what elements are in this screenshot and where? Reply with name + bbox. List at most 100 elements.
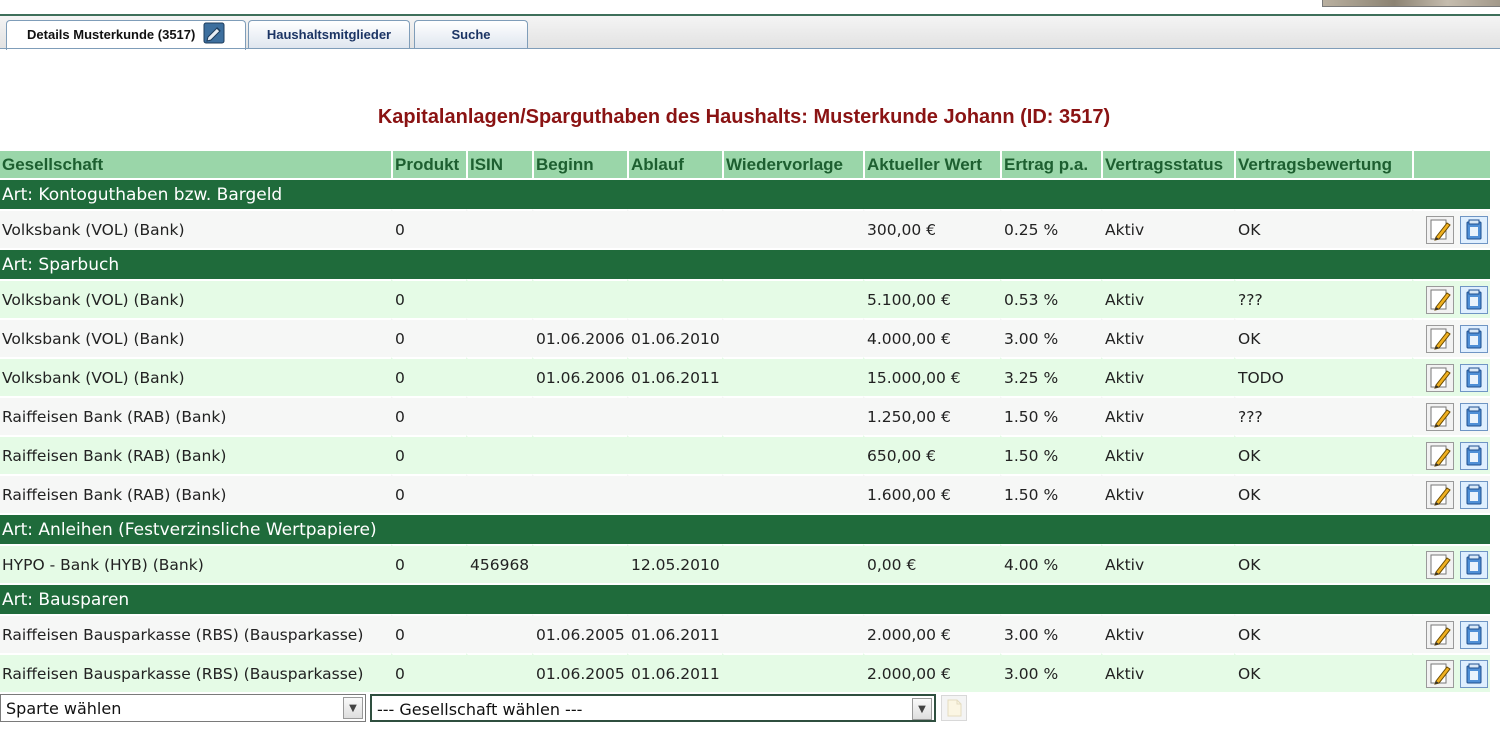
chevron-down-icon[interactable]: ▼ (343, 697, 363, 719)
ertrag-cell: 3.25 % (1000, 357, 1101, 396)
tab-suche[interactable]: Suche (414, 20, 528, 48)
tab-bar-border (0, 48, 1500, 49)
ablauf-cell (627, 279, 722, 318)
table-body: Art: Kontoguthaben bzw. Bargeld Volksbank… (0, 178, 1490, 692)
chevron-down-icon[interactable]: ▼ (912, 698, 932, 720)
document-button[interactable] (1460, 285, 1488, 314)
edit-button[interactable] (1426, 285, 1454, 314)
column-header: Vertragsstatus (1101, 151, 1234, 178)
beginn-cell (532, 474, 627, 513)
tab-details[interactable]: Details Musterkunde (3517) (6, 20, 246, 50)
page-title: Kapitalanlagen/Sparguthaben des Haushalt… (377, 106, 1111, 128)
gesellschaft-select[interactable]: --- Gesellschaft wählen --- ▼ (370, 694, 936, 722)
produkt-cell: 0 (391, 209, 466, 248)
wert-cell: 2.000,00 € (863, 653, 1000, 692)
table-row[interactable]: Volksbank (VOL) (Bank) 0 01.06.2006 01.06.2… (0, 318, 1490, 357)
column-header: Ablauf (627, 151, 722, 178)
document-button[interactable] (1460, 550, 1488, 579)
table-row[interactable]: HYPO - Bank (HYB) (Bank) 0 456968 12.05.201… (0, 544, 1490, 583)
bewertung-cell: OK (1234, 653, 1412, 692)
document-button[interactable] (1460, 363, 1488, 392)
ertrag-cell: 1.50 % (1000, 474, 1101, 513)
document-icon (1466, 484, 1482, 504)
gesellschaft-cell: Raiffeisen Bank (RAB) (Bank) (0, 474, 391, 513)
beginn-cell (532, 396, 627, 435)
table-row[interactable]: Raiffeisen Bank (RAB) (Bank) 0 650,00 €1.5… (0, 435, 1490, 474)
edit-button[interactable] (1426, 550, 1454, 579)
status-cell: Aktiv (1101, 614, 1234, 653)
wiedervorlage-cell (722, 209, 863, 248)
table-row[interactable]: Volksbank (VOL) (Bank) 0 5.100,00 €0.53 % A… (0, 279, 1490, 318)
wiedervorlage-cell (722, 653, 863, 692)
produkt-cell: 0 (391, 318, 466, 357)
column-header-actions (1412, 151, 1490, 178)
edit-button[interactable] (1426, 402, 1454, 431)
status-cell: Aktiv (1101, 279, 1234, 318)
gesellschaft-cell: Raiffeisen Bank (RAB) (Bank) (0, 396, 391, 435)
table-row[interactable]: Raiffeisen Bausparkasse (RBS) (Bausparka… (0, 614, 1490, 653)
document-button[interactable] (1460, 324, 1488, 353)
edit-button[interactable] (1426, 215, 1454, 244)
top-divider (0, 14, 1500, 16)
edit-pencil-icon (1430, 663, 1451, 685)
sparte-select-value: Sparte wählen (6, 699, 122, 718)
produkt-cell: 0 (391, 396, 466, 435)
status-cell: Aktiv (1101, 544, 1234, 583)
tab-haushaltsmitglieder[interactable]: Haushaltsmitglieder (248, 20, 410, 48)
edit-button[interactable] (1426, 441, 1454, 470)
actions-cell (1412, 435, 1490, 474)
document-icon (1466, 663, 1482, 683)
group-row: Art: Sparbuch (0, 248, 1490, 279)
document-button[interactable] (1460, 620, 1488, 649)
wiedervorlage-cell (722, 435, 863, 474)
document-icon (1466, 367, 1482, 387)
table-row[interactable]: Raiffeisen Bank (RAB) (Bank) 0 1.250,00 €1… (0, 396, 1490, 435)
beginn-cell: 01.06.2005 (532, 614, 627, 653)
column-header: ISIN (466, 151, 532, 178)
document-button[interactable] (1460, 659, 1488, 688)
gesellschaft-cell: Raiffeisen Bank (RAB) (Bank) (0, 435, 391, 474)
table-row[interactable]: Volksbank (VOL) (Bank) 0 300,00 €0.25 % Akt… (0, 209, 1490, 248)
column-header: Ertrag p.a. (1000, 151, 1101, 178)
isin-cell (466, 396, 532, 435)
document-icon (1466, 554, 1482, 574)
ertrag-cell: 1.50 % (1000, 435, 1101, 474)
edit-pencil-icon (1430, 367, 1451, 389)
edit-button[interactable] (1426, 480, 1454, 509)
edit-button[interactable] (1426, 659, 1454, 688)
edit-pencil-icon (1430, 219, 1451, 241)
add-icon (942, 699, 966, 724)
edit-button[interactable] (1426, 363, 1454, 392)
sparte-select[interactable]: Sparte wählen ▼ (0, 694, 366, 722)
isin-cell (466, 279, 532, 318)
edit-record-icon[interactable] (203, 22, 225, 44)
status-cell: Aktiv (1101, 435, 1234, 474)
tab-details-label: Details Musterkunde (3517) (27, 27, 196, 42)
table-row[interactable]: Volksbank (VOL) (Bank) 0 01.06.2006 01.06.2… (0, 357, 1490, 396)
status-cell: Aktiv (1101, 474, 1234, 513)
ablauf-cell (627, 435, 722, 474)
produkt-cell: 0 (391, 474, 466, 513)
table-row[interactable]: Raiffeisen Bausparkasse (RBS) (Bausparka… (0, 653, 1490, 692)
gesellschaft-cell: Raiffeisen Bausparkasse (RBS) (Bausparka… (0, 653, 391, 692)
document-icon (1466, 624, 1482, 644)
ertrag-cell: 3.00 % (1000, 614, 1101, 653)
edit-button[interactable] (1426, 324, 1454, 353)
wert-cell: 4.000,00 € (863, 318, 1000, 357)
ablauf-cell: 01.06.2010 (627, 318, 722, 357)
ertrag-cell: 3.00 % (1000, 653, 1101, 692)
tab-haushaltsmitglieder-label: Haushaltsmitglieder (266, 27, 392, 42)
document-button[interactable] (1460, 215, 1488, 244)
add-button[interactable] (941, 695, 967, 721)
gesellschaft-cell: Volksbank (VOL) (Bank) (0, 318, 391, 357)
edit-button[interactable] (1426, 620, 1454, 649)
beginn-cell: 01.06.2006 (532, 318, 627, 357)
status-cell: Aktiv (1101, 357, 1234, 396)
document-button[interactable] (1460, 480, 1488, 509)
document-button[interactable] (1460, 402, 1488, 431)
bewertung-cell: OK (1234, 614, 1412, 653)
table-row[interactable]: Raiffeisen Bank (RAB) (Bank) 0 1.600,00 €1… (0, 474, 1490, 513)
document-button[interactable] (1460, 441, 1488, 470)
group-label: Art: Bausparen (0, 583, 1490, 614)
beginn-cell (532, 279, 627, 318)
